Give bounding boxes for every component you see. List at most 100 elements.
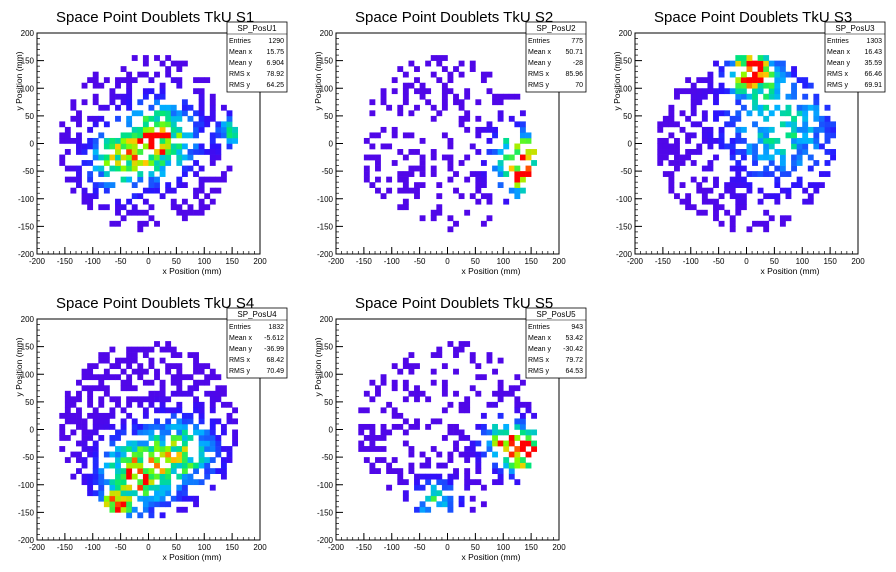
heatmap-bin xyxy=(458,104,465,111)
heatmap-bin xyxy=(441,407,448,414)
heatmap-bin xyxy=(752,154,758,161)
heatmap-bin xyxy=(497,99,504,106)
heatmap-bin xyxy=(701,165,708,172)
heatmap-bin xyxy=(148,132,155,139)
heatmap-bin xyxy=(824,126,831,133)
heatmap-bin xyxy=(425,473,432,480)
y-tick-label: 200 xyxy=(21,315,35,324)
heatmap-bin xyxy=(436,490,443,497)
heatmap-bin xyxy=(514,407,521,414)
heatmap-bin xyxy=(813,132,820,139)
heatmap-bin xyxy=(657,160,664,166)
heatmap-bin xyxy=(763,171,770,177)
heatmap-bin xyxy=(469,495,476,502)
heatmap-bin xyxy=(126,93,133,100)
heatmap-bin xyxy=(430,418,437,425)
heatmap-bin xyxy=(419,215,426,222)
heatmap-bin xyxy=(215,451,222,458)
x-tick-label: 100 xyxy=(497,543,511,552)
heatmap-bin xyxy=(662,137,669,144)
heatmap-bins xyxy=(358,341,538,513)
heatmap-bin xyxy=(380,379,387,386)
heatmap-bin xyxy=(447,77,454,84)
heatmap-bin xyxy=(369,182,376,188)
heatmap-bin xyxy=(159,501,166,508)
heatmap-bin xyxy=(103,204,110,211)
heatmap-bin xyxy=(87,171,94,177)
heatmap-bin xyxy=(232,132,239,139)
heatmap-bin xyxy=(802,132,809,139)
heatmap-bin xyxy=(131,440,138,447)
heatmap-bin xyxy=(126,484,133,491)
heatmap-bin xyxy=(115,149,121,155)
heatmap-bin xyxy=(486,126,493,133)
heatmap-bin xyxy=(87,490,94,497)
heatmap-bin xyxy=(154,110,160,117)
heatmap-bin xyxy=(674,88,680,95)
y-tick-label: 100 xyxy=(619,84,633,93)
heatmap-bin xyxy=(120,468,127,474)
heatmap-bin xyxy=(763,149,770,155)
heatmap-bin xyxy=(154,484,160,491)
heatmap-bin xyxy=(679,126,686,133)
heatmap-bin xyxy=(142,446,149,452)
heatmap-bin xyxy=(109,435,116,441)
heatmap-bin xyxy=(120,93,127,100)
heatmap-bin xyxy=(469,60,476,67)
heatmap-bin xyxy=(92,412,99,419)
heatmap-bin xyxy=(774,82,781,89)
heatmap-bin xyxy=(492,451,498,458)
heatmap-bin xyxy=(92,479,99,486)
heatmap-bin xyxy=(480,71,487,78)
heatmap-bin xyxy=(103,121,110,128)
heatmap-bin xyxy=(757,220,764,227)
heatmap-bin xyxy=(120,379,127,386)
heatmap-bin xyxy=(226,418,233,425)
heatmap-bin xyxy=(713,198,719,205)
heatmap-bin xyxy=(447,501,454,508)
heatmap-bin xyxy=(98,82,105,89)
stats-key: Mean x xyxy=(528,49,551,56)
heatmap-bin xyxy=(181,374,188,381)
heatmap-bin xyxy=(159,396,166,403)
heatmap-bin xyxy=(209,137,216,144)
heatmap-bin xyxy=(531,440,538,447)
heatmap-bin xyxy=(87,473,94,480)
heatmap-bin xyxy=(414,165,420,172)
heatmap-bin xyxy=(220,121,227,128)
heatmap-bin xyxy=(475,198,482,205)
stats-value: 85.96 xyxy=(565,71,583,78)
heatmap-bin xyxy=(232,407,239,414)
heatmap-bin xyxy=(115,396,121,403)
heatmap-bin xyxy=(458,429,465,436)
heatmap-bin xyxy=(215,440,222,447)
heatmap-bin xyxy=(181,490,188,497)
heatmap-bin xyxy=(486,88,493,95)
heatmap-bin xyxy=(76,396,82,403)
heatmap-bin xyxy=(824,137,831,144)
heatmap-bin xyxy=(76,423,82,430)
heatmap-bin xyxy=(441,82,448,89)
heatmap-bin xyxy=(453,473,459,480)
heatmap-bin xyxy=(701,198,708,205)
heatmap-bin xyxy=(497,379,504,386)
heatmap-bin xyxy=(796,104,803,111)
heatmap-bin xyxy=(729,193,736,200)
heatmap-bin xyxy=(735,160,742,166)
heatmap-bin xyxy=(713,176,719,183)
heatmap-bin xyxy=(657,126,664,133)
heatmap-bin xyxy=(109,490,116,497)
heatmap-bin xyxy=(774,193,781,200)
heatmap-bin xyxy=(165,479,172,486)
y-tick-label: -50 xyxy=(321,453,333,462)
heatmap-bin xyxy=(170,407,177,414)
heatmap-bin xyxy=(503,446,510,452)
heatmap-bin xyxy=(176,126,183,133)
heatmap-bin xyxy=(103,160,110,166)
heatmap-bin xyxy=(187,374,194,381)
heatmap-bin xyxy=(159,165,166,172)
heatmap-bin xyxy=(402,429,409,436)
heatmap-bin xyxy=(696,149,703,155)
heatmap-bin xyxy=(813,160,820,166)
heatmap-bin xyxy=(718,193,725,200)
